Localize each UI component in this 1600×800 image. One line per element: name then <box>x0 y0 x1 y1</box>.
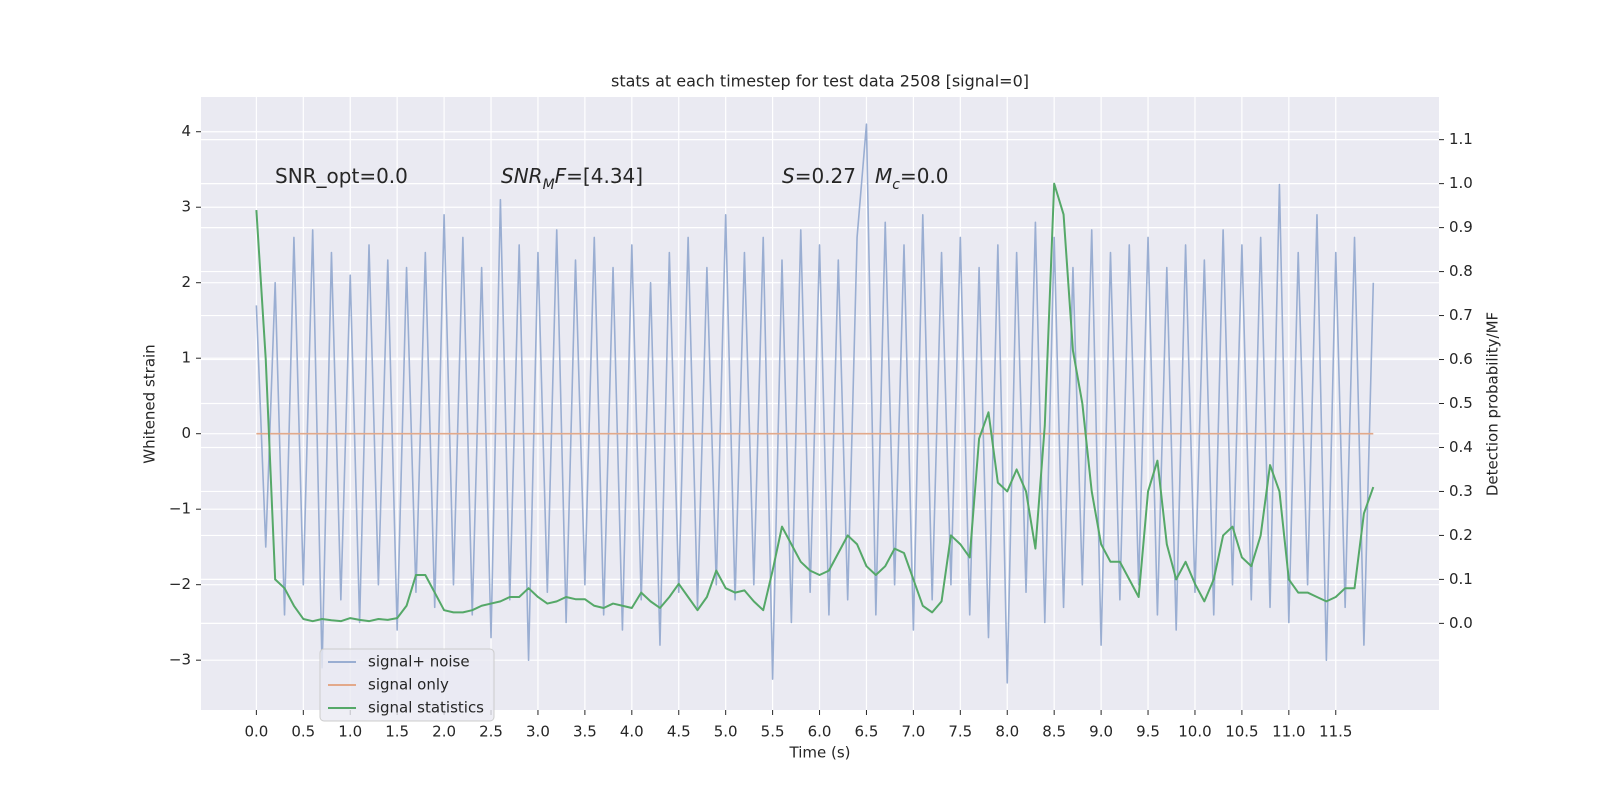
x-tick-label: 3.5 <box>573 723 597 741</box>
y2-tick-label: 0.7 <box>1449 306 1473 324</box>
legend: signal+ noise signal only signal statistic… <box>319 648 495 722</box>
y2-tick-label: 0.4 <box>1449 438 1473 456</box>
y2-tick-label: 0.2 <box>1449 526 1473 544</box>
x-tick-label: 9.0 <box>1089 723 1113 741</box>
x-tick-label: 2.0 <box>432 723 456 741</box>
y2-tick-label: 0.0 <box>1449 614 1473 632</box>
annotation-part: S <box>782 164 795 188</box>
legend-box <box>319 648 495 722</box>
series-line <box>255 123 1375 684</box>
annotation: SNRMF=[4.34] <box>501 164 643 194</box>
y-tick-label: 0 <box>181 424 191 442</box>
annotation: SNR_opt=0.0 <box>275 164 408 188</box>
x-tick-label: 6.0 <box>808 723 832 741</box>
x-tick-label: 10.0 <box>1178 723 1211 741</box>
y2-tick-label: 0.3 <box>1449 482 1473 500</box>
annotation-part: =0.27 <box>795 164 856 188</box>
x-tick-label: 4.5 <box>667 723 691 741</box>
grid <box>201 97 1439 710</box>
legend-label: signal only <box>368 676 449 694</box>
annotation-part: F <box>555 164 567 188</box>
y-tick-label: 4 <box>181 122 191 140</box>
y2-tick-label: 0.9 <box>1449 218 1473 236</box>
x-axis-label: Time (s) <box>789 744 851 762</box>
annotation-part: =[4.34] <box>566 164 643 188</box>
x-tick-label: 2.5 <box>479 723 503 741</box>
y2-tick-label: 0.8 <box>1449 262 1473 280</box>
annotation-part: M <box>543 177 555 193</box>
x-tick-label: 11.5 <box>1319 723 1352 741</box>
x-tick-label: 1.0 <box>338 723 362 741</box>
x-tick-label: 11.0 <box>1272 723 1305 741</box>
chart-title: stats at each timestep for test data 250… <box>611 72 1029 91</box>
annotation: S=0.27 <box>782 164 856 188</box>
y2-tick-label: 1.1 <box>1449 130 1473 148</box>
y-tick-label: −2 <box>169 575 191 593</box>
x-tick-label: 8.0 <box>995 723 1019 741</box>
y-tick-label: 1 <box>181 349 191 367</box>
x-tick-label: 8.5 <box>1042 723 1066 741</box>
x-tick-label: 1.5 <box>385 723 409 741</box>
x-tick-label: 6.5 <box>855 723 879 741</box>
x-tick-label: 4.0 <box>620 723 644 741</box>
annotation-part: M <box>875 164 892 188</box>
annotation-part: SNR <box>501 164 543 188</box>
y-tick-label: −1 <box>169 500 191 518</box>
series-line <box>255 182 1375 623</box>
x-tick-label: 0.0 <box>244 723 268 741</box>
y-tick-label: −3 <box>169 651 191 669</box>
annotation-part: SNR_opt=0.0 <box>275 164 408 188</box>
x-tick-label: 5.5 <box>761 723 785 741</box>
y2-tick-label: 0.1 <box>1449 570 1473 588</box>
x-tick-label: 7.0 <box>901 723 925 741</box>
x-tick-label: 0.5 <box>291 723 315 741</box>
annotation: Mc=0.0 <box>875 164 949 194</box>
y2-tick-label: 0.6 <box>1449 350 1473 368</box>
x-tick-label: 5.0 <box>714 723 738 741</box>
x-tick-label: 10.5 <box>1225 723 1258 741</box>
legend-label: signal+ noise <box>368 653 470 671</box>
y-tick-label: 2 <box>181 273 191 291</box>
x-tick-label: 3.0 <box>526 723 550 741</box>
axes: 0.0 0.5 1.0 1.5 2.0 2.5 3.0 3.5 4.0 4.5 5.0 5.5 6.0 6… <box>169 122 1473 740</box>
y2-axis-label: Detection probability/MF <box>1484 312 1502 496</box>
y-tick-label: 3 <box>181 198 191 216</box>
annotation-part: c <box>892 177 900 193</box>
legend-label: signal statistics <box>368 699 484 717</box>
y2-tick-label: 0.5 <box>1449 394 1473 412</box>
y2-tick-label: 1.0 <box>1449 174 1473 192</box>
x-tick-label: 7.5 <box>948 723 972 741</box>
y-axis-label: Whitened strain <box>141 344 159 463</box>
annotation-part: =0.0 <box>900 164 949 188</box>
x-tick-label: 9.5 <box>1136 723 1160 741</box>
